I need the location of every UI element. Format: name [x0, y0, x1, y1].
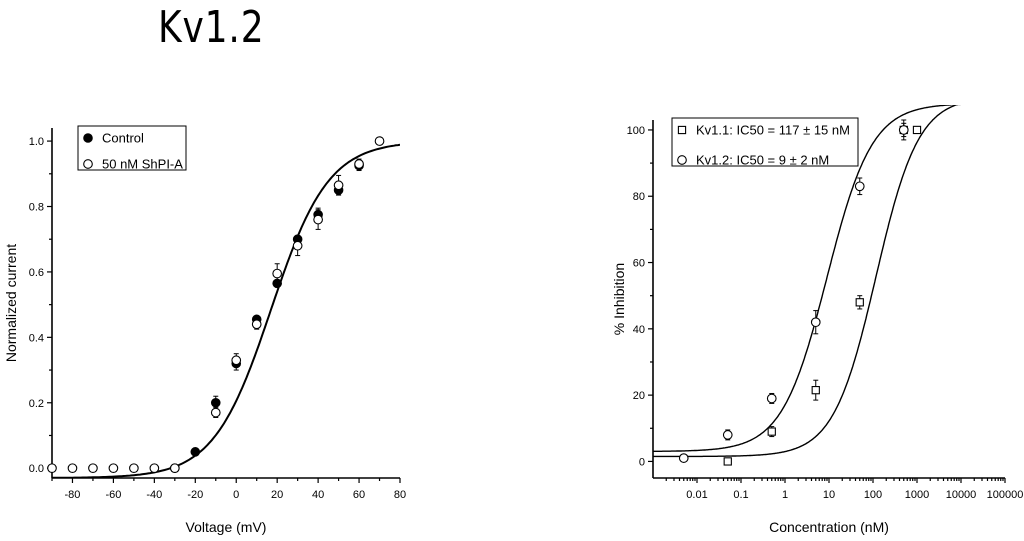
- data-point: [898, 125, 909, 135]
- data-point: [678, 453, 689, 463]
- y-tick-label: 80: [633, 191, 645, 203]
- data-point: [210, 397, 221, 408]
- data-point: [210, 407, 221, 418]
- data-point: [722, 430, 733, 440]
- y-tick-label: 0.0: [29, 463, 44, 475]
- series-1: [170, 160, 364, 473]
- x-tick-label: 100000: [987, 489, 1024, 501]
- x-tick-label: 40: [312, 489, 324, 501]
- chart-2: 0.01 0.1 1 10 100 1000 10000 100000 0 20 40 60 80 100…: [611, 105, 1024, 535]
- data-point: [67, 463, 78, 474]
- series-2: [678, 119, 909, 463]
- data-point: [767, 427, 776, 436]
- x-tick-label: 0: [233, 489, 239, 501]
- data-point: [810, 317, 821, 328]
- x-tick-label: 10: [823, 489, 835, 501]
- data-point: [292, 240, 303, 251]
- data-point: [251, 319, 262, 330]
- y-axis-title: % Inhibition: [611, 263, 627, 335]
- chart-1: -80 -60 -40 -20 0 20 40 60 80 0.0 0.2 0.4 0.6 0.8 1.0 V…: [3, 125, 406, 535]
- y-tick-label: 60: [633, 258, 645, 270]
- data-point: [766, 393, 777, 404]
- fit-curve-series-2: [653, 105, 963, 452]
- legend: Control 50 nM ShPI-A: [77, 125, 187, 172]
- data-point: [855, 298, 864, 307]
- data-point: [129, 463, 139, 474]
- legend-label: Control: [102, 131, 144, 146]
- y-tick-label: 0.2: [29, 398, 44, 410]
- data-point: [88, 463, 98, 474]
- x-axis-title: Voltage (mV): [186, 519, 267, 535]
- y-tick-label: 100: [627, 125, 645, 137]
- y-tick-label: 40: [633, 324, 645, 336]
- data-point: [108, 463, 119, 474]
- figure-title: Kv1.2: [158, 2, 265, 53]
- x-tick-label: -40: [146, 489, 162, 501]
- data-point: [354, 159, 364, 169]
- data-point: [83, 133, 93, 143]
- y-tick-label: 20: [633, 390, 645, 402]
- data-point: [677, 125, 687, 135]
- legend-box: [77, 125, 187, 171]
- x-tick-label: 1: [782, 489, 788, 501]
- x-tick-label: 0.1: [733, 489, 748, 501]
- series-2: [47, 136, 385, 474]
- legend-label: Kv1.1: IC50 = 117 ± 15 nM: [696, 123, 850, 138]
- data-point: [723, 457, 732, 466]
- x-tick-label: 1000: [905, 489, 929, 501]
- fit-curve: [52, 143, 400, 478]
- x-tick-label: 60: [353, 489, 365, 501]
- data-point: [272, 268, 283, 279]
- data-point: [333, 180, 344, 191]
- data-point: [811, 386, 820, 395]
- y-tick-label: 0.6: [29, 267, 44, 279]
- legend-box: [671, 117, 859, 167]
- x-tick-label: -20: [187, 489, 203, 501]
- fit-curve-series-1: [653, 105, 958, 458]
- data-point: [47, 463, 57, 474]
- data-point: [854, 181, 865, 192]
- data-point: [190, 447, 201, 457]
- y-axis-title: Normalized current: [3, 244, 19, 362]
- data-point: [677, 155, 687, 165]
- data-point: [374, 136, 385, 146]
- data-point: [912, 125, 922, 135]
- data-point: [231, 355, 242, 366]
- y-tick-label: 1.0: [29, 136, 44, 148]
- legend: Kv1.1: IC50 = 117 ± 15 nM Kv1.2: IC50 = 9…: [671, 117, 859, 168]
- data-point: [313, 214, 323, 225]
- x-tick-label: 100: [864, 489, 882, 501]
- y-tick-label: 0: [639, 456, 645, 468]
- y-tick-label: 0.4: [29, 332, 44, 344]
- data-point: [169, 463, 180, 474]
- x-tick-label: 10000: [946, 489, 977, 501]
- y-tick-label: 0.8: [29, 202, 44, 214]
- legend-label: Kv1.2: IC50 = 9 ± 2 nM: [696, 153, 829, 168]
- data-point: [149, 463, 160, 474]
- legend-label: 50 nM ShPI-A: [102, 157, 183, 172]
- x-tick-label: 80: [394, 489, 406, 501]
- x-tick-label: -60: [105, 489, 121, 501]
- x-axis-title: Concentration (nM): [769, 519, 889, 535]
- data-point: [83, 159, 93, 169]
- x-tick-label: -80: [65, 489, 81, 501]
- x-tick-label: 20: [271, 489, 283, 501]
- x-tick-label: 0.01: [686, 489, 707, 501]
